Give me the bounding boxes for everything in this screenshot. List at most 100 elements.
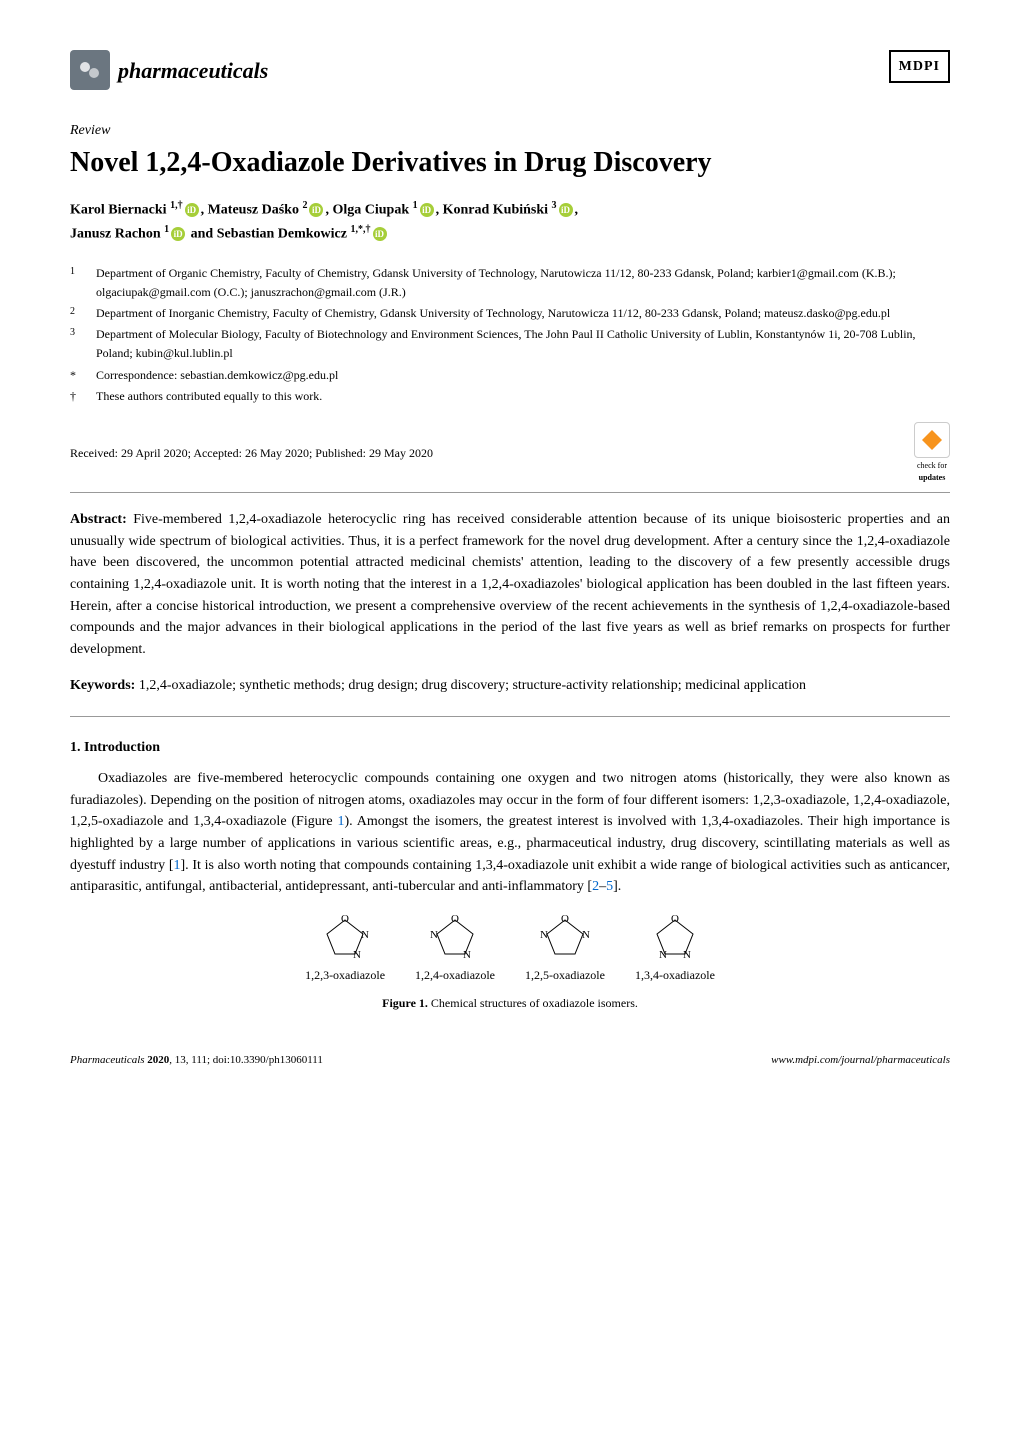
figure-caption-text: Chemical structures of oxadiazole isomer… xyxy=(428,996,638,1010)
orcid-icon[interactable]: iD xyxy=(559,203,573,217)
affiliation-item: 2 Department of Inorganic Chemistry, Fac… xyxy=(70,304,950,323)
author-affil-sup: 2 xyxy=(302,200,307,211)
body-text-span: ]. xyxy=(613,879,621,894)
author-name: , Olga Ciupak xyxy=(325,202,412,217)
abstract-paragraph: Abstract: Five-membered 1,2,4-oxadiazole… xyxy=(70,509,950,661)
svg-text:N: N xyxy=(430,929,438,941)
orcid-icon[interactable]: iD xyxy=(373,227,387,241)
journal-icon xyxy=(70,50,110,90)
molecule-structure-icon: O N N xyxy=(315,912,375,962)
figure-number: Figure 1. xyxy=(382,996,428,1010)
equal-contrib-text: These authors contributed equally to thi… xyxy=(96,387,322,406)
author-name: , Mateusz Daśko xyxy=(201,202,303,217)
svg-text:N: N xyxy=(659,949,667,961)
svg-text:O: O xyxy=(561,913,569,925)
molecule-structure-icon: O N N xyxy=(425,912,485,962)
check-updates-label: check for updates xyxy=(917,460,947,484)
keywords-text: 1,2,4-oxadiazole; synthetic methods; dru… xyxy=(135,678,806,693)
keywords-paragraph: Keywords: 1,2,4-oxadiazole; synthetic me… xyxy=(70,675,950,696)
authors-list: Karol Biernacki 1,†iD, Mateusz Daśko 2iD… xyxy=(70,198,950,246)
molecule-structure-icon: O N N xyxy=(535,912,595,962)
publication-dates: Received: 29 April 2020; Accepted: 26 Ma… xyxy=(70,444,433,462)
author-affil-sup: 3 xyxy=(552,200,557,211)
updates-label: updates xyxy=(919,473,946,482)
affiliation-item: 1 Department of Organic Chemistry, Facul… xyxy=(70,264,950,302)
molecule-label: 1,2,3-oxadiazole xyxy=(305,966,385,984)
body-paragraph: Oxadiazoles are five-membered heterocycl… xyxy=(70,768,950,898)
section-divider xyxy=(70,716,950,717)
body-text-span: ]. It is also worth noting that compound… xyxy=(70,858,950,895)
figure-caption: Figure 1. Chemical structures of oxadiaz… xyxy=(70,994,950,1012)
affil-number: 1 xyxy=(70,264,84,302)
molecule-item: O N N 1,2,3-oxadiazole xyxy=(305,912,385,984)
journal-logo: pharmaceuticals xyxy=(70,50,268,90)
pills-icon xyxy=(76,56,104,84)
footer-journal: Pharmaceuticals xyxy=(70,1054,145,1066)
molecule-row: O N N 1,2,3-oxadiazole O N N 1,2,4-oxadi… xyxy=(70,912,950,984)
author-separator: , xyxy=(575,202,579,217)
svg-text:O: O xyxy=(451,913,459,925)
orcid-icon[interactable]: iD xyxy=(309,203,323,217)
check-updates-widget[interactable]: check for updates xyxy=(914,422,950,484)
molecule-item: O N N 1,3,4-oxadiazole xyxy=(635,912,715,984)
abstract-label: Abstract: xyxy=(70,512,127,527)
figure-1: O N N 1,2,3-oxadiazole O N N 1,2,4-oxadi… xyxy=(70,912,950,1012)
citation-link[interactable]: 1 xyxy=(174,858,181,873)
orcid-icon[interactable]: iD xyxy=(420,203,434,217)
svg-text:N: N xyxy=(683,949,691,961)
correspondence-item: * Correspondence: sebastian.demkowicz@pg… xyxy=(70,366,950,385)
molecule-label: 1,2,4-oxadiazole xyxy=(415,966,495,984)
equal-contrib-symbol: † xyxy=(70,387,84,406)
affil-text: Department of Organic Chemistry, Faculty… xyxy=(96,264,950,302)
page-footer: Pharmaceuticals 2020, 13, 111; doi:10.33… xyxy=(70,1052,950,1069)
publisher-logo: MDPI xyxy=(889,50,950,83)
footer-citation: Pharmaceuticals 2020, 13, 111; doi:10.33… xyxy=(70,1052,323,1069)
footer-year: 2020 xyxy=(145,1054,170,1066)
article-type: Review xyxy=(70,120,950,141)
molecule-structure-icon: O N N xyxy=(645,912,705,962)
equal-contrib-item: † These authors contributed equally to t… xyxy=(70,387,950,406)
molecule-item: O N N 1,2,4-oxadiazole xyxy=(415,912,495,984)
affiliations-block: 1 Department of Organic Chemistry, Facul… xyxy=(70,264,950,406)
section-heading: 1. Introduction xyxy=(70,737,950,758)
keywords-label: Keywords: xyxy=(70,678,135,693)
page-header: pharmaceuticals MDPI xyxy=(70,50,950,90)
molecule-item: O N N 1,2,5-oxadiazole xyxy=(525,912,605,984)
correspondence-symbol: * xyxy=(70,366,84,385)
check-updates-icon xyxy=(914,422,950,458)
affil-number: 3 xyxy=(70,325,84,363)
author-affil-sup: 1,*,† xyxy=(351,224,371,235)
author-affil-sup: 1,† xyxy=(170,200,183,211)
svg-text:N: N xyxy=(361,929,369,941)
svg-text:N: N xyxy=(353,949,361,961)
svg-text:N: N xyxy=(463,949,471,961)
svg-text:N: N xyxy=(540,929,548,941)
journal-name: pharmaceuticals xyxy=(118,54,268,87)
orcid-icon[interactable]: iD xyxy=(171,227,185,241)
author-name: Janusz Rachon xyxy=(70,226,164,241)
orcid-icon[interactable]: iD xyxy=(185,203,199,217)
author-affil-sup: 1 xyxy=(413,200,418,211)
footer-volume-doi: , 13, 111; doi:10.3390/ph13060111 xyxy=(169,1054,323,1066)
affil-text: Department of Inorganic Chemistry, Facul… xyxy=(96,304,890,323)
author-name: and Sebastian Demkowicz xyxy=(187,226,350,241)
author-affil-sup: 1 xyxy=(164,224,169,235)
svg-text:N: N xyxy=(582,929,590,941)
abstract-section: Abstract: Five-membered 1,2,4-oxadiazole… xyxy=(70,509,950,661)
correspondence-text: Correspondence: sebastian.demkowicz@pg.e… xyxy=(96,366,338,385)
check-label: check for xyxy=(917,461,947,470)
dates-row: Received: 29 April 2020; Accepted: 26 Ma… xyxy=(70,422,950,493)
footer-url[interactable]: www.mdpi.com/journal/pharmaceuticals xyxy=(771,1052,950,1069)
molecule-label: 1,2,5-oxadiazole xyxy=(525,966,605,984)
keywords-section: Keywords: 1,2,4-oxadiazole; synthetic me… xyxy=(70,675,950,696)
author-name: Karol Biernacki xyxy=(70,202,170,217)
svg-text:O: O xyxy=(671,913,679,925)
affil-number: 2 xyxy=(70,304,84,323)
affiliation-item: 3 Department of Molecular Biology, Facul… xyxy=(70,325,950,363)
affil-text: Department of Molecular Biology, Faculty… xyxy=(96,325,950,363)
svg-text:O: O xyxy=(341,913,349,925)
abstract-text: Five-membered 1,2,4-oxadiazole heterocyc… xyxy=(70,512,950,657)
author-name: , Konrad Kubiński xyxy=(436,202,552,217)
article-title: Novel 1,2,4-Oxadiazole Derivatives in Dr… xyxy=(70,146,950,180)
molecule-label: 1,3,4-oxadiazole xyxy=(635,966,715,984)
